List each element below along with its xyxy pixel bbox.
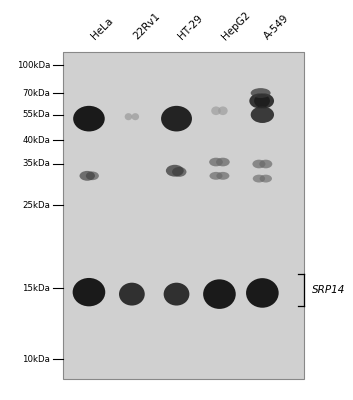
Text: HeLa: HeLa	[89, 16, 115, 42]
Ellipse shape	[259, 175, 272, 182]
Ellipse shape	[209, 158, 223, 166]
Text: A-549: A-549	[262, 13, 291, 42]
Ellipse shape	[79, 171, 95, 181]
Ellipse shape	[164, 283, 190, 306]
Ellipse shape	[166, 165, 184, 177]
Ellipse shape	[249, 94, 270, 108]
Ellipse shape	[251, 106, 274, 123]
Text: HT-29: HT-29	[176, 14, 205, 42]
Text: 55kDa: 55kDa	[22, 110, 50, 119]
Text: 22Rv1: 22Rv1	[132, 11, 162, 42]
Ellipse shape	[253, 175, 265, 182]
Ellipse shape	[254, 94, 274, 108]
Text: 40kDa: 40kDa	[22, 136, 50, 145]
Ellipse shape	[216, 172, 229, 180]
Ellipse shape	[209, 172, 222, 180]
Ellipse shape	[172, 167, 186, 177]
Ellipse shape	[73, 106, 105, 132]
Ellipse shape	[119, 283, 145, 306]
Ellipse shape	[211, 106, 221, 115]
Text: 15kDa: 15kDa	[22, 284, 50, 293]
Text: HepG2: HepG2	[220, 10, 252, 42]
Text: 35kDa: 35kDa	[22, 160, 50, 168]
Ellipse shape	[125, 113, 132, 120]
Ellipse shape	[246, 278, 279, 308]
Text: SRP14: SRP14	[311, 285, 345, 295]
Ellipse shape	[132, 113, 139, 120]
Ellipse shape	[218, 106, 228, 115]
FancyBboxPatch shape	[63, 52, 304, 379]
Ellipse shape	[203, 279, 236, 309]
Ellipse shape	[251, 88, 271, 98]
Ellipse shape	[73, 278, 105, 306]
Text: 70kDa: 70kDa	[22, 88, 50, 98]
Text: 25kDa: 25kDa	[22, 201, 50, 210]
Ellipse shape	[259, 160, 272, 168]
Ellipse shape	[86, 172, 99, 180]
Ellipse shape	[216, 158, 230, 166]
Text: 10kDa: 10kDa	[22, 355, 50, 364]
Ellipse shape	[161, 106, 192, 132]
Ellipse shape	[252, 160, 265, 168]
Text: 100kDa: 100kDa	[17, 61, 50, 70]
